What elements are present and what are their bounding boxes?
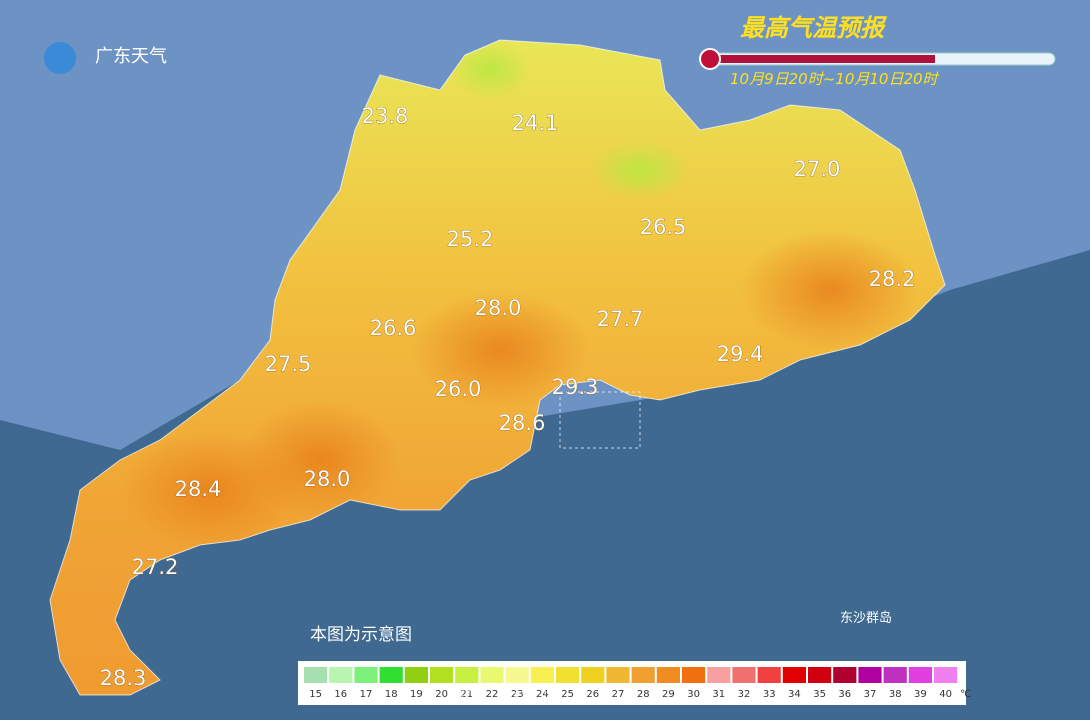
note: 本图为示意图: [310, 625, 412, 645]
legend-label: 18: [385, 689, 398, 700]
legend-label: 21: [460, 689, 473, 700]
island: 东沙群岛: [840, 610, 892, 626]
temp-label: 28.2: [869, 267, 916, 291]
temp-label: 23.8: [362, 104, 409, 128]
legend-label: 17: [360, 689, 373, 700]
legend-swatch: [304, 667, 328, 683]
temp-label: 27.5: [265, 352, 312, 376]
legend-label: 31: [712, 689, 725, 700]
legend-swatch: [908, 667, 932, 683]
temp-label: 25.2: [447, 227, 494, 251]
legend-label: 16: [334, 689, 347, 700]
title: 最高气温预报: [740, 14, 887, 42]
legend-swatch: [581, 667, 605, 683]
legend-swatch: [732, 667, 756, 683]
legend-swatch: [329, 667, 353, 683]
temp-label: 28.6: [499, 411, 546, 435]
legend-label: 39: [914, 689, 927, 700]
legend-swatch: [757, 667, 781, 683]
legend-label: 37: [864, 689, 877, 700]
legend-swatch: [782, 667, 806, 683]
sea: [0, 250, 1090, 720]
legend: 15 16 17 18 19 20 21 22 23 24 25 26 27 28 29 30 31 32 33 34…: [304, 667, 971, 700]
legend-swatch: [530, 667, 554, 683]
temp-label: 29.4: [717, 342, 764, 366]
legend-label: 27: [612, 689, 625, 700]
legend-swatch: [606, 667, 630, 683]
legend-swatch: [833, 667, 857, 683]
legend-swatch: [404, 667, 428, 683]
temp-label: 28.0: [475, 296, 522, 320]
legend-swatch: [480, 667, 504, 683]
legend-label: 32: [738, 689, 751, 700]
legend-label: 38: [889, 689, 902, 700]
temp-label: 26.0: [435, 377, 482, 401]
temp-label: 28.0: [304, 467, 351, 491]
logo: 广东天气: [95, 46, 167, 67]
legend-swatch: [858, 667, 882, 683]
legend-label: 34: [788, 689, 801, 700]
legend-swatch: [430, 667, 454, 683]
legend-swatch: [808, 667, 832, 683]
legend-swatch: [379, 667, 403, 683]
legend-swatch: [883, 667, 907, 683]
temp-label: 29.3: [552, 375, 599, 399]
legend-label: 20: [435, 689, 448, 700]
logo-icon: [44, 42, 76, 74]
temp-label: 26.5: [640, 215, 687, 239]
legend-unit: ℃: [960, 689, 971, 700]
watermark: @广东天气: [460, 681, 560, 705]
temp-label: 27.0: [794, 157, 841, 181]
temp-label: 28.3: [100, 666, 147, 690]
legend-label: 40: [939, 689, 952, 700]
legend-label: 15: [309, 689, 322, 700]
labels: 23.8 24.1 27.0 25.2 26.5 28.2 28.0 26.6 27.7 27.5…: [99, 104, 916, 691]
thermo-fill: [705, 55, 935, 63]
temp-label: 28.4: [175, 477, 222, 501]
legend-label: 22: [486, 689, 499, 700]
legend-swatch: [505, 667, 529, 683]
legend-swatch: [455, 667, 479, 683]
temp-label: 27.7: [597, 307, 644, 331]
legend-swatch: [656, 667, 680, 683]
legend-swatch: [934, 667, 958, 683]
legend-swatch: [631, 667, 655, 683]
legend-label: 24: [536, 689, 549, 700]
temp-label: 26.6: [370, 316, 417, 340]
legend-swatch: [354, 667, 378, 683]
temp-label: 27.2: [132, 555, 179, 579]
legend-label: 26: [586, 689, 599, 700]
subtitle: 10月9日20时~10月10日20时: [730, 70, 940, 88]
legend-swatch: [707, 667, 731, 683]
legend-label: 25: [561, 689, 574, 700]
legend-label: 19: [410, 689, 423, 700]
legend-label: 33: [763, 689, 776, 700]
legend-label: 36: [838, 689, 851, 700]
temp-label: 24.1: [512, 111, 559, 135]
legend-label: 23: [511, 689, 524, 700]
legend-swatch: [682, 667, 706, 683]
legend-label: 35: [813, 689, 826, 700]
legend-label: 28: [637, 689, 650, 700]
legend-label: 29: [662, 689, 675, 700]
legend-label: 30: [687, 689, 700, 700]
legend-swatch: [556, 667, 580, 683]
